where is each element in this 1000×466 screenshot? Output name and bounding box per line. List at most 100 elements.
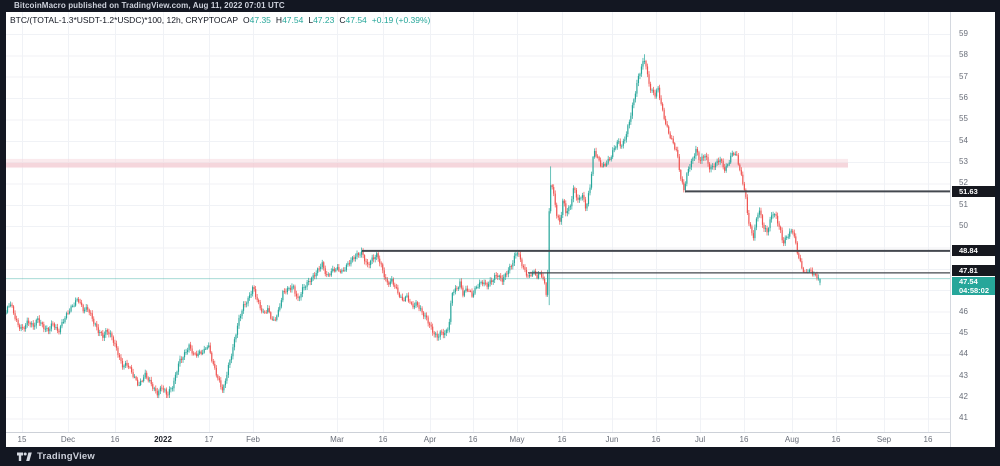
- candle-body: [168, 389, 171, 395]
- candle-body: [161, 387, 163, 389]
- time-tick-label: 15: [17, 435, 27, 444]
- candle-body: [613, 148, 615, 151]
- candle-body: [46, 327, 48, 329]
- time-tick-label: Sep: [876, 435, 892, 444]
- candle-body: [209, 345, 211, 353]
- candle-body: [320, 266, 322, 270]
- candle-body: [62, 322, 65, 323]
- time-axis[interactable]: 15 Dec 16 2022 17 Feb Mar 16 Apr 16 May 16 Jun 16 Jul 1…: [5, 432, 995, 448]
- candle-body: [581, 195, 584, 198]
- candle-body: [495, 275, 497, 277]
- candles-layer: [6, 54, 821, 399]
- candle-body: [68, 311, 71, 314]
- candle-body: [492, 280, 494, 283]
- candle-body: [147, 377, 149, 381]
- candle-body: [274, 319, 276, 321]
- ohlc-values: O47.35 H47.54 L47.23 C47.54: [238, 15, 367, 25]
- candle-body: [631, 105, 633, 116]
- candle-body: [360, 250, 363, 255]
- candle-body: [610, 157, 612, 160]
- candle-body: [786, 236, 788, 238]
- candle-body: [191, 348, 193, 354]
- candle-body: [583, 195, 585, 200]
- candle-body: [395, 287, 397, 288]
- candle-body: [817, 277, 820, 279]
- candle-body: [312, 275, 314, 278]
- candle-body: [475, 287, 478, 289]
- candle-body: [686, 173, 688, 184]
- candle-body: [385, 277, 387, 279]
- candle-body: [226, 374, 228, 381]
- candle-body: [748, 213, 750, 224]
- candle-body: [503, 276, 505, 282]
- candle-body: [719, 159, 721, 163]
- candle-body: [99, 332, 101, 333]
- candle-body: [283, 291, 285, 292]
- candle-body: [341, 270, 343, 273]
- candle-body: [433, 332, 435, 335]
- candle-body: [528, 274, 531, 277]
- candle-body: [326, 274, 328, 276]
- candle-body: [488, 283, 490, 287]
- time-tick-label: Dec: [60, 435, 76, 444]
- candle-body: [655, 90, 658, 97]
- candle-body: [634, 93, 637, 100]
- candle-body: [426, 315, 428, 318]
- candle-body: [300, 293, 302, 298]
- candle-body: [745, 189, 747, 198]
- candle-body: [424, 315, 426, 317]
- candle-body: [193, 353, 195, 355]
- candle-body: [223, 385, 225, 391]
- candle-body: [707, 157, 709, 164]
- ohlc-value: 47.23: [313, 15, 335, 25]
- candle-body: [736, 154, 738, 156]
- candle-body: [513, 255, 515, 264]
- candle-body: [185, 352, 187, 353]
- tradingview-brand-link[interactable]: TradingView: [0, 447, 1000, 466]
- candle-body: [342, 270, 344, 272]
- candle-body: [144, 372, 146, 378]
- candle-body: [270, 312, 272, 319]
- price-axis[interactable]: 47.54 04:58:02 59 58 57 56 55 54 53 52 51 50 46 45 4…: [950, 12, 996, 447]
- candle-body: [55, 327, 57, 328]
- time-tick-label: May: [509, 435, 525, 444]
- candle-body: [689, 167, 691, 170]
- candle-body: [199, 351, 201, 354]
- candle-body: [550, 185, 552, 212]
- candle-body: [70, 306, 72, 312]
- candle-body: [106, 330, 108, 332]
- candle-body: [480, 282, 482, 283]
- candle-body: [382, 264, 384, 271]
- candle-body: [121, 360, 124, 368]
- candle-body: [412, 303, 414, 308]
- candle-body: [386, 278, 388, 283]
- candle-body: [285, 291, 287, 293]
- candle-body: [170, 388, 172, 390]
- candle-body: [680, 170, 682, 179]
- candle-body: [232, 347, 234, 357]
- candle-body: [716, 160, 718, 164]
- candle-body: [640, 66, 643, 74]
- candle-body: [126, 362, 128, 366]
- price-tick-label: 59: [959, 29, 968, 38]
- candle-body: [15, 318, 18, 321]
- candle-body: [327, 274, 329, 276]
- candle-body: [103, 334, 105, 338]
- candle-body: [370, 260, 372, 266]
- candle-body: [604, 163, 606, 166]
- candle-body: [164, 389, 166, 391]
- candle-body: [690, 160, 692, 168]
- symbol-title: BTC/(TOTAL-1.3*USDT-1.2*USDC)*100, 12h, …: [10, 15, 239, 25]
- candle-body: [59, 326, 62, 333]
- candle-body: [419, 308, 422, 310]
- candle-body: [454, 288, 456, 292]
- price-tick-label: 51: [959, 199, 968, 209]
- footer-bar: TradingView: [0, 447, 1000, 466]
- time-tick-label: 16: [557, 435, 567, 444]
- candle-body: [571, 199, 573, 207]
- candle-body: [796, 242, 798, 254]
- ohlc-value: 47.35: [249, 15, 271, 25]
- candle-body: [123, 365, 125, 368]
- candle-body: [127, 365, 130, 368]
